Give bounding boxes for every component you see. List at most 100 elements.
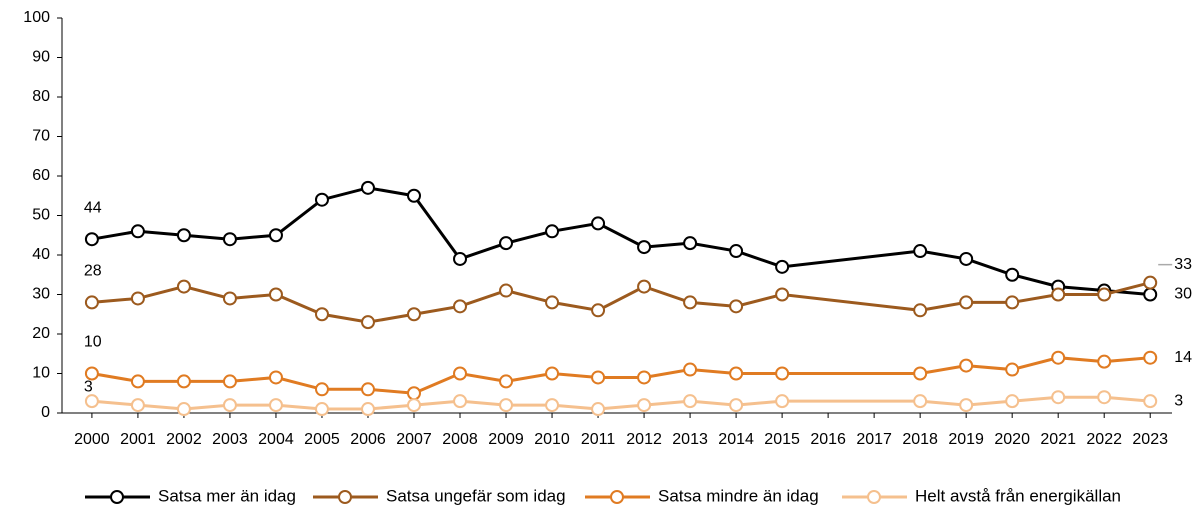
data-point <box>729 244 744 259</box>
data-point <box>1005 295 1020 310</box>
x-tick-label: 2003 <box>212 431 248 448</box>
data-point <box>222 291 237 306</box>
data-point <box>683 236 698 251</box>
data-point <box>775 394 790 409</box>
x-tick-label: 2005 <box>304 431 340 448</box>
data-point <box>268 228 283 243</box>
data-point <box>591 303 606 318</box>
data-point <box>84 394 99 409</box>
y-tick-label: 20 <box>32 325 50 342</box>
data-point <box>729 366 744 381</box>
data-point <box>545 224 560 239</box>
x-tick-label: 2012 <box>626 431 662 448</box>
data-point <box>314 307 329 322</box>
data-point <box>591 216 606 231</box>
data-point <box>913 244 928 259</box>
data-point <box>407 307 422 322</box>
data-point <box>268 287 283 302</box>
legend-marker <box>610 490 624 504</box>
data-label: 30 <box>1174 286 1192 303</box>
legend-marker <box>867 490 881 504</box>
x-tick-label: 2014 <box>718 431 754 448</box>
data-point <box>959 398 974 413</box>
data-point <box>729 398 744 413</box>
data-point <box>775 259 790 274</box>
data-point <box>729 299 744 314</box>
data-point <box>545 398 560 413</box>
data-point <box>453 394 468 409</box>
x-tick-label: 2016 <box>810 431 846 448</box>
data-point <box>1143 287 1158 302</box>
series-line <box>91 186 1151 296</box>
y-tick-label: 60 <box>32 167 50 184</box>
x-tick-label: 2013 <box>672 431 708 448</box>
data-point <box>959 358 974 373</box>
x-tick-label: 2018 <box>902 431 938 448</box>
series-line <box>91 395 1151 411</box>
y-tick-label: 100 <box>23 9 50 26</box>
data-point <box>913 394 928 409</box>
data-point <box>314 402 329 417</box>
data-point <box>130 224 145 239</box>
data-point <box>314 192 329 207</box>
data-label: 3 <box>84 378 93 395</box>
data-label: 33 <box>1174 256 1192 273</box>
y-tick-label: 0 <box>41 404 50 421</box>
legend-marker <box>110 490 124 504</box>
data-point <box>176 374 191 389</box>
data-point <box>1051 350 1066 365</box>
data-point <box>591 402 606 417</box>
data-label: 3 <box>1174 392 1183 409</box>
data-point <box>407 386 422 401</box>
x-tick-label: 2001 <box>120 431 156 448</box>
data-point <box>959 251 974 266</box>
y-tick-label: 10 <box>32 365 50 382</box>
data-point <box>222 374 237 389</box>
data-point <box>637 370 652 385</box>
data-point <box>1097 287 1112 302</box>
x-tick-label: 2009 <box>488 431 524 448</box>
data-point <box>913 366 928 381</box>
x-tick-label: 2019 <box>948 431 984 448</box>
data-point <box>407 398 422 413</box>
data-point <box>222 398 237 413</box>
data-point <box>130 291 145 306</box>
x-tick-label: 2006 <box>350 431 386 448</box>
data-point <box>1097 354 1112 369</box>
legend-marker <box>338 490 352 504</box>
data-point <box>913 303 928 318</box>
data-point <box>453 366 468 381</box>
data-point <box>545 366 560 381</box>
data-point <box>499 374 514 389</box>
x-tick-label: 2015 <box>764 431 800 448</box>
data-point <box>130 398 145 413</box>
legend-label: Satsa mindre än idag <box>658 486 819 505</box>
data-point <box>499 398 514 413</box>
x-tick-label: 2020 <box>994 431 1030 448</box>
data-point <box>407 188 422 203</box>
y-tick-label: 40 <box>32 246 50 263</box>
data-point <box>176 402 191 417</box>
data-label: 28 <box>84 263 102 280</box>
data-point <box>591 370 606 385</box>
x-tick-label: 2004 <box>258 431 294 448</box>
data-point <box>1005 394 1020 409</box>
data-point <box>1051 390 1066 405</box>
data-point <box>499 236 514 251</box>
data-point <box>1143 394 1158 409</box>
data-point <box>176 228 191 243</box>
data-point <box>84 366 99 381</box>
x-tick-label: 2011 <box>581 431 616 448</box>
data-point <box>453 299 468 314</box>
x-tick-label: 2021 <box>1040 431 1076 448</box>
data-point <box>637 398 652 413</box>
y-tick-label: 90 <box>32 49 50 66</box>
data-point <box>499 283 514 298</box>
data-point <box>683 394 698 409</box>
data-point <box>360 315 375 330</box>
data-point <box>1097 390 1112 405</box>
legend-label: Helt avstå från energikällan <box>915 486 1121 505</box>
data-point <box>222 232 237 247</box>
data-label: 10 <box>84 334 102 351</box>
